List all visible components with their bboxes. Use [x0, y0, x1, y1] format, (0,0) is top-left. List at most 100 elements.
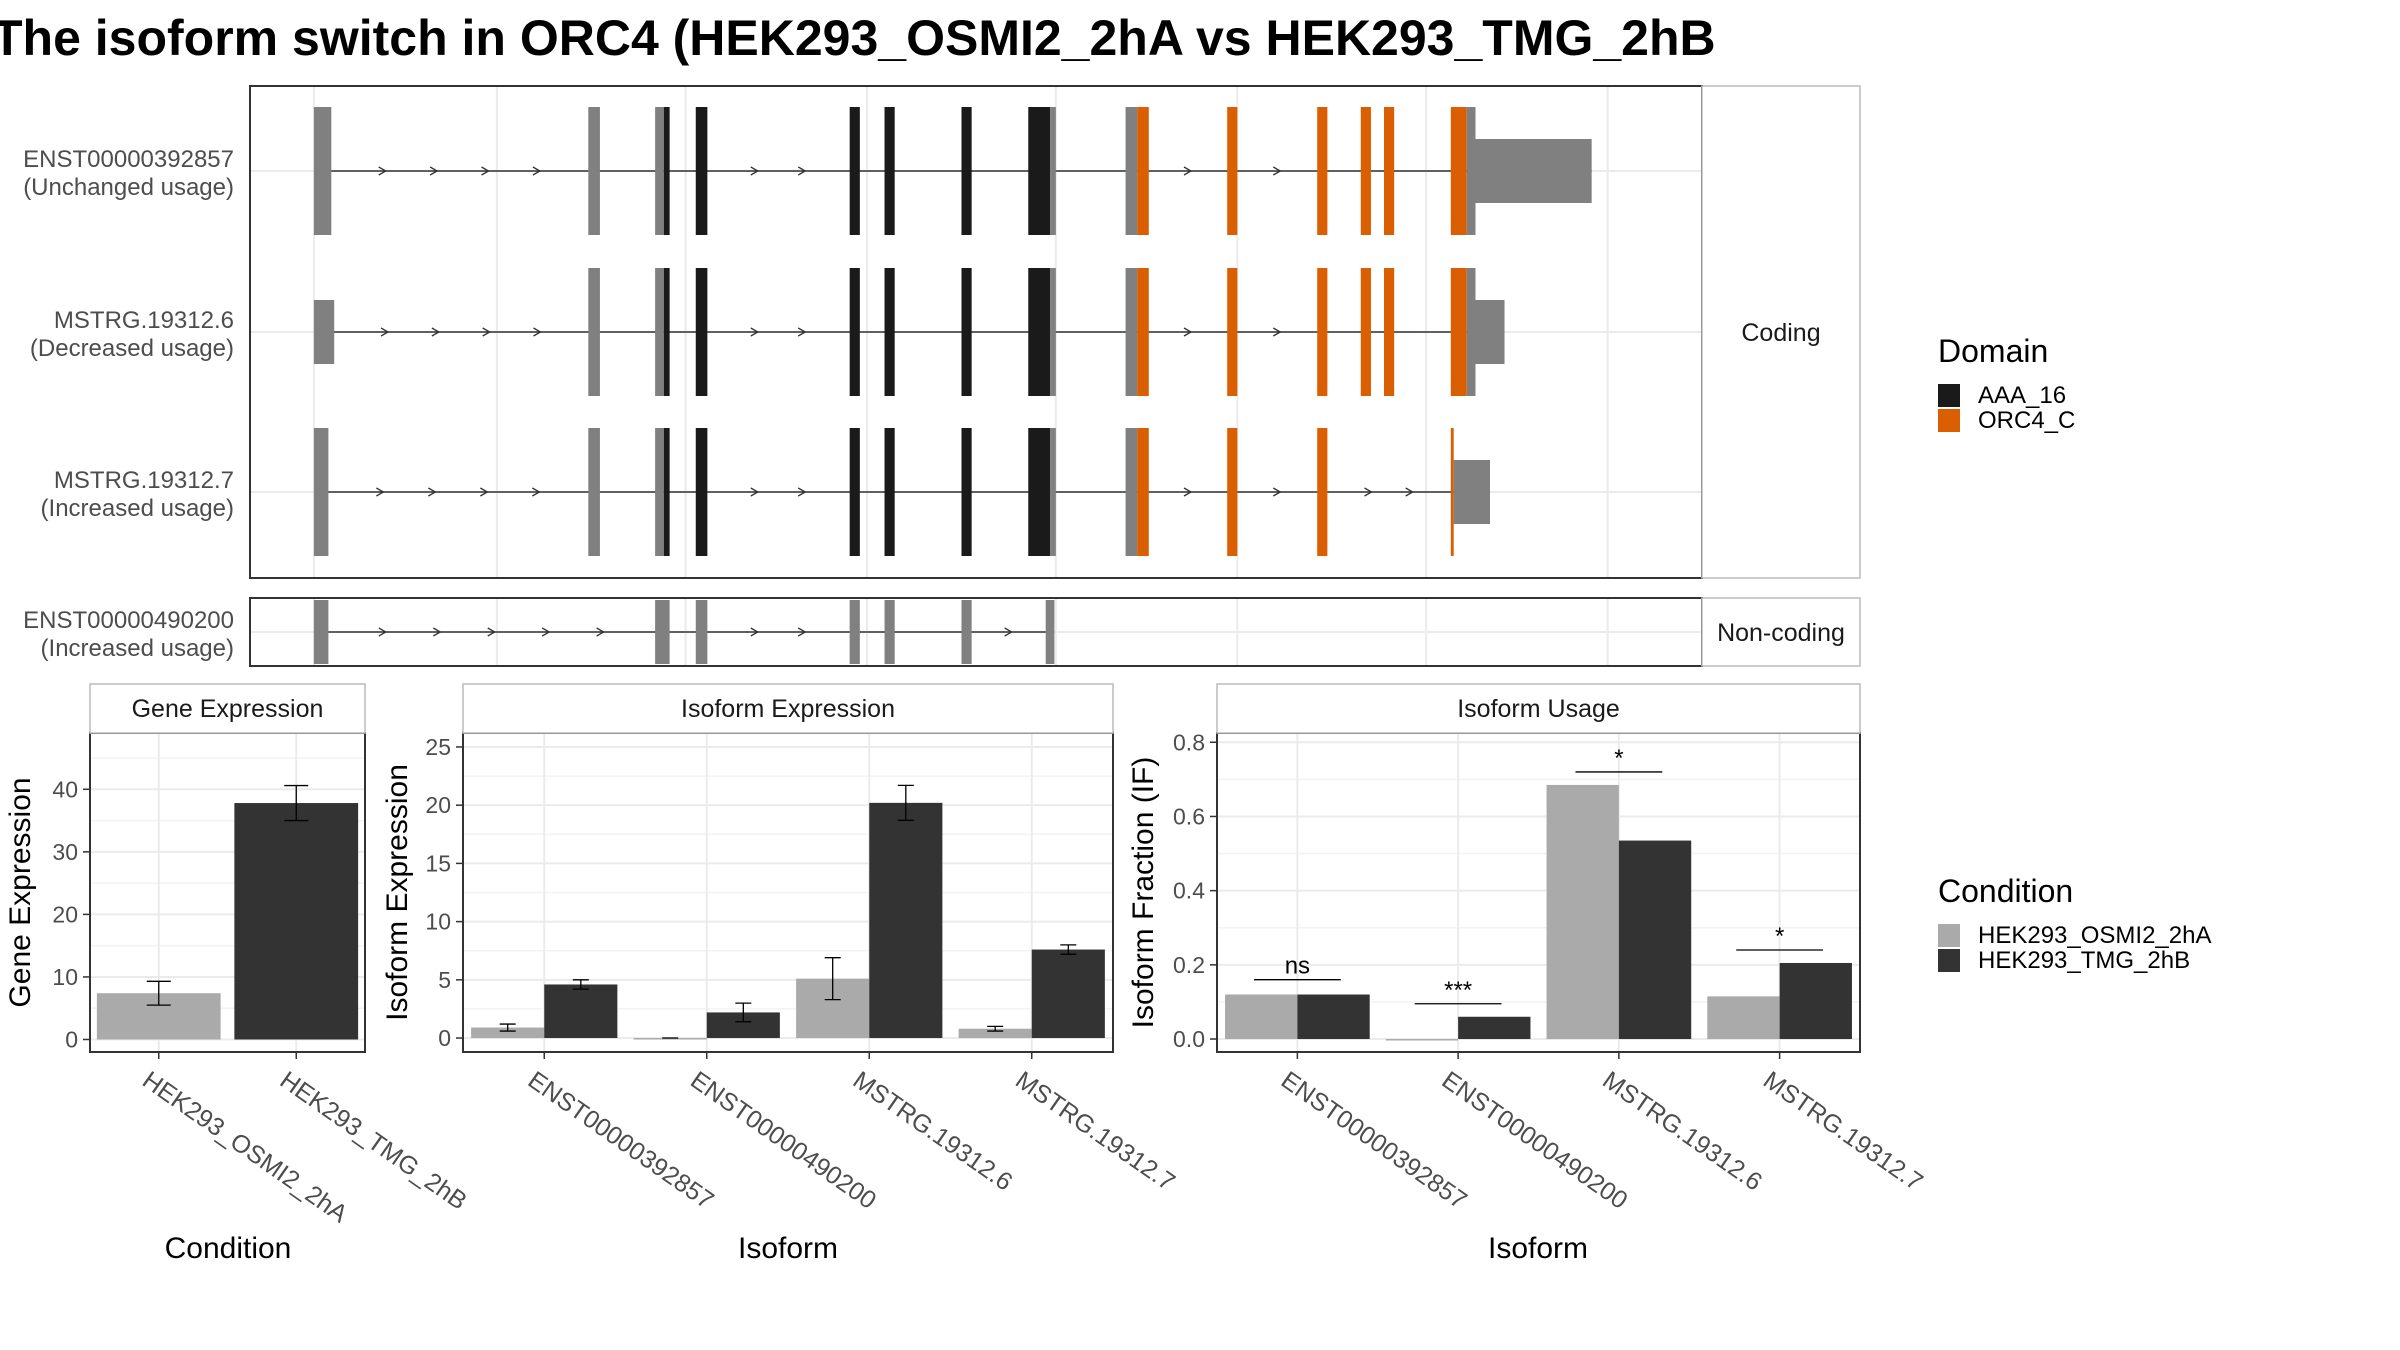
exon-aaa_16 — [961, 428, 972, 556]
exon — [1050, 107, 1056, 235]
legend-label: HEK293_TMG_2hB — [1978, 947, 2190, 974]
exon — [1466, 107, 1476, 235]
bar — [1618, 840, 1692, 1040]
y-tick-label: 0.0 — [1173, 1026, 1205, 1052]
intron-arrow — [1183, 166, 1193, 176]
exon-aaa_16 — [1028, 428, 1051, 556]
significance-label: * — [1614, 745, 1623, 772]
exon-orc4_c — [1384, 268, 1395, 396]
exon — [1125, 428, 1138, 556]
intron-arrow — [1272, 166, 1282, 176]
facet-strip — [89, 683, 366, 734]
y-tick-label: 25 — [425, 734, 451, 760]
exon-orc4_c — [1450, 107, 1467, 235]
exon — [695, 600, 708, 664]
intron-arrow — [1183, 487, 1193, 497]
x-tick-label: MSTRG.19312.7 — [1010, 1066, 1180, 1197]
intron-arrow — [482, 327, 491, 337]
intron-arrow — [541, 627, 551, 637]
intron-arrow — [1364, 487, 1373, 497]
y-tick-label: 0.4 — [1173, 878, 1205, 904]
isoform-structure-coding: ENST00000392857(Unchanged usage) MSTRG.19… — [23, 85, 1861, 579]
exon-aaa_16 — [849, 107, 860, 235]
exon-aaa_16 — [961, 107, 972, 235]
bar — [1297, 994, 1370, 1040]
bar — [633, 1038, 707, 1040]
intron-arrow — [378, 627, 388, 637]
x-tick-label: MSTRG.19312.6 — [1597, 1066, 1767, 1197]
bar — [958, 1028, 1032, 1039]
legend-label: AAA_16 — [1978, 382, 2066, 409]
intron-arrow — [750, 627, 760, 637]
exon-aaa_16 — [849, 428, 860, 556]
exon — [1475, 139, 1592, 203]
intron-arrow — [1272, 487, 1282, 497]
exon-aaa_16 — [663, 268, 670, 396]
exon-orc4_c — [1227, 428, 1238, 556]
isoform-track — [313, 107, 1592, 235]
y-axis-title: Gene Expression — [4, 777, 37, 1007]
intron-arrow — [750, 166, 760, 176]
x-tick-label: MSTRG.19312.6 — [848, 1066, 1018, 1197]
y-tick-label: 0 — [438, 1025, 451, 1051]
exon-orc4_c — [1360, 107, 1371, 235]
facet-strip — [1216, 683, 1861, 734]
exon — [1050, 428, 1056, 556]
isoform-track — [313, 600, 1055, 664]
exon — [1050, 268, 1056, 396]
expression-plots-area: Gene Expression010203040HEK293_OSMI2_2hA… — [4, 683, 1928, 1265]
exon-orc4_c — [1227, 107, 1238, 235]
legend-swatch — [1938, 384, 1960, 407]
isoform-expression-panel: Isoform Expression0510152025ENST00000392… — [381, 683, 1180, 1265]
exon — [313, 428, 329, 556]
exon — [1453, 460, 1491, 524]
exon — [313, 600, 329, 664]
intron-arrow — [432, 627, 442, 637]
exon — [313, 300, 335, 364]
bar — [1546, 784, 1619, 1040]
intron-arrow — [750, 487, 760, 497]
y-axis-title: Isoform Expression — [381, 764, 414, 1021]
x-tick-label: MSTRG.19312.7 — [1758, 1066, 1928, 1197]
isoform-label: ENST00000490200 — [23, 607, 234, 634]
intron-arrow — [1183, 327, 1193, 337]
isoform-usage-label: (Increased usage) — [41, 495, 234, 522]
exon — [884, 600, 895, 664]
facet-label: Coding — [1741, 319, 1820, 347]
significance-label: ns — [1285, 953, 1310, 980]
plot-title: Gene Expression — [132, 695, 324, 723]
exon-orc4_c — [1137, 107, 1149, 235]
exon — [961, 600, 972, 664]
bar — [869, 802, 943, 1039]
exon-aaa_16 — [884, 107, 895, 235]
y-tick-label: 0.6 — [1173, 803, 1205, 829]
isoform-label: MSTRG.19312.6 — [54, 307, 234, 334]
exon — [655, 268, 664, 396]
intron-arrow — [797, 627, 807, 637]
isoform-track — [313, 268, 1505, 396]
exon-orc4_c — [1317, 268, 1328, 396]
intron-arrow — [378, 166, 388, 176]
y-tick-label: 0 — [65, 1026, 78, 1052]
exon — [588, 268, 600, 396]
x-axis-title: Isoform — [738, 1232, 838, 1265]
intron-arrow — [429, 166, 439, 176]
isoform-structure-area: ENST00000392857(Unchanged usage) MSTRG.19… — [23, 85, 1861, 667]
exon-aaa_16 — [1028, 107, 1051, 235]
intron-arrow — [1004, 627, 1013, 637]
intron-arrow — [596, 627, 605, 637]
significance-label: *** — [1444, 977, 1472, 1004]
intron-arrow — [797, 487, 807, 497]
y-tick-label: 0.2 — [1173, 952, 1205, 978]
intron-arrow — [1405, 487, 1414, 497]
intron-arrow — [380, 327, 390, 337]
bar — [1707, 996, 1780, 1040]
legend-title: Condition — [1938, 873, 2073, 909]
plot-title: Isoform Usage — [1457, 695, 1620, 723]
exon-aaa_16 — [961, 268, 972, 396]
exon-orc4_c — [1450, 428, 1454, 556]
legend-label: ORC4_C — [1978, 407, 2075, 434]
significance-label: * — [1775, 923, 1784, 950]
